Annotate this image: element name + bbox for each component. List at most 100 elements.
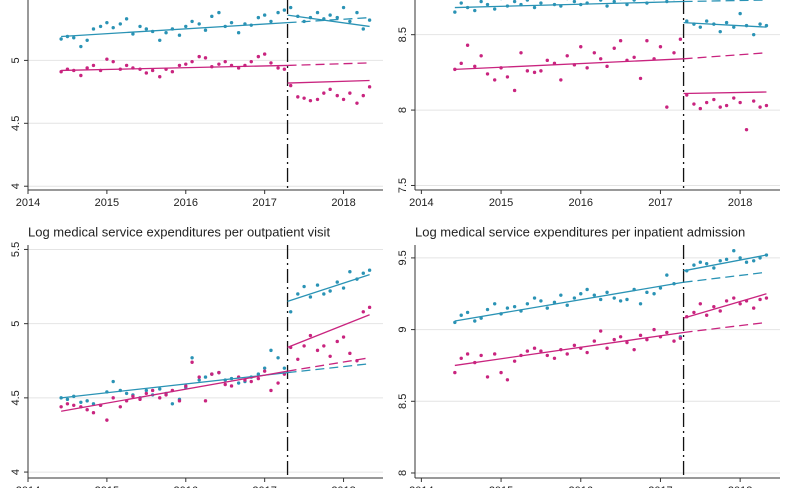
data-point xyxy=(144,391,149,396)
data-point xyxy=(190,59,194,64)
data-point xyxy=(505,75,510,79)
data-point xyxy=(692,310,696,315)
fit-line xyxy=(683,0,767,3)
data-point xyxy=(203,28,208,32)
data-point xyxy=(704,100,709,105)
data-point xyxy=(367,85,372,89)
data-point xyxy=(276,356,280,360)
data-point xyxy=(592,293,597,297)
data-point xyxy=(276,66,280,70)
data-point xyxy=(223,382,227,387)
data-point xyxy=(91,63,96,68)
data-point xyxy=(85,66,89,70)
data-point xyxy=(210,372,214,376)
data-point xyxy=(473,64,477,69)
data-point xyxy=(256,376,261,381)
fit-line xyxy=(61,371,288,399)
data-point xyxy=(612,0,616,4)
data-point xyxy=(612,296,616,300)
y-tick-label: 9 xyxy=(397,327,409,333)
fit-line xyxy=(287,79,370,84)
data-point xyxy=(229,20,234,25)
fit-line xyxy=(683,321,767,334)
data-point xyxy=(605,346,609,350)
data-point xyxy=(223,59,227,64)
fit-line xyxy=(454,281,684,322)
data-point xyxy=(229,384,234,388)
data-point xyxy=(296,357,300,361)
data-point xyxy=(341,335,346,339)
data-point xyxy=(479,0,483,4)
data-point xyxy=(367,18,372,22)
data-point xyxy=(718,105,722,109)
data-point xyxy=(732,296,736,300)
data-point xyxy=(612,46,616,50)
data-point xyxy=(525,69,530,73)
data-point xyxy=(505,378,510,382)
data-point xyxy=(249,379,253,384)
data-point xyxy=(485,2,490,7)
data-point xyxy=(124,391,129,396)
data-point xyxy=(98,24,103,29)
y-tick-label: 7.5 xyxy=(397,178,409,193)
data-point xyxy=(572,0,577,4)
data-point xyxy=(758,105,762,109)
data-point xyxy=(190,360,194,364)
data-point xyxy=(512,359,517,363)
data-point xyxy=(465,352,470,356)
data-point xyxy=(459,356,463,360)
data-point xyxy=(269,61,273,65)
data-point xyxy=(197,375,201,379)
data-point xyxy=(712,266,716,270)
data-point xyxy=(197,22,201,26)
data-point xyxy=(565,54,569,58)
data-point xyxy=(322,344,326,348)
data-point xyxy=(532,5,537,10)
y-tick-label: 5.5 xyxy=(10,242,22,257)
data-point xyxy=(492,352,497,356)
data-point xyxy=(625,297,629,302)
data-point xyxy=(262,52,267,56)
data-point xyxy=(704,313,709,317)
data-point xyxy=(111,379,115,384)
data-point xyxy=(59,405,63,409)
fit-line xyxy=(683,21,767,28)
data-point xyxy=(453,320,457,325)
data-point xyxy=(698,302,703,306)
fit-line xyxy=(287,314,370,349)
y-tick-label: 4 xyxy=(10,469,22,475)
y-tick-label: 8 xyxy=(397,107,409,113)
data-point xyxy=(296,95,300,99)
data-point xyxy=(210,14,214,19)
data-point xyxy=(692,102,696,106)
data-point xyxy=(164,31,168,35)
data-point xyxy=(539,349,543,353)
data-point xyxy=(276,381,280,385)
data-point xyxy=(618,299,623,303)
data-point xyxy=(59,37,63,41)
data-point xyxy=(111,25,115,30)
data-point xyxy=(269,388,273,393)
data-point xyxy=(289,310,293,314)
data-point xyxy=(282,67,287,71)
x-tick-label: 2016 xyxy=(569,485,593,488)
data-point xyxy=(249,59,253,64)
data-point xyxy=(718,29,722,34)
data-point xyxy=(158,75,162,79)
data-point xyxy=(158,38,162,42)
data-point xyxy=(585,350,589,355)
x-tick-label: 2018 xyxy=(728,197,752,209)
data-point xyxy=(479,54,483,58)
data-point xyxy=(459,61,463,66)
fit-line xyxy=(683,254,767,272)
data-point xyxy=(164,393,168,397)
data-point xyxy=(704,19,709,23)
data-point xyxy=(217,370,221,375)
x-tick-label: 2014 xyxy=(16,197,40,209)
data-point xyxy=(348,351,352,356)
data-point xyxy=(545,306,549,310)
data-point xyxy=(752,306,756,310)
data-point xyxy=(665,330,669,335)
data-point xyxy=(453,370,457,375)
fit-line xyxy=(683,52,767,60)
